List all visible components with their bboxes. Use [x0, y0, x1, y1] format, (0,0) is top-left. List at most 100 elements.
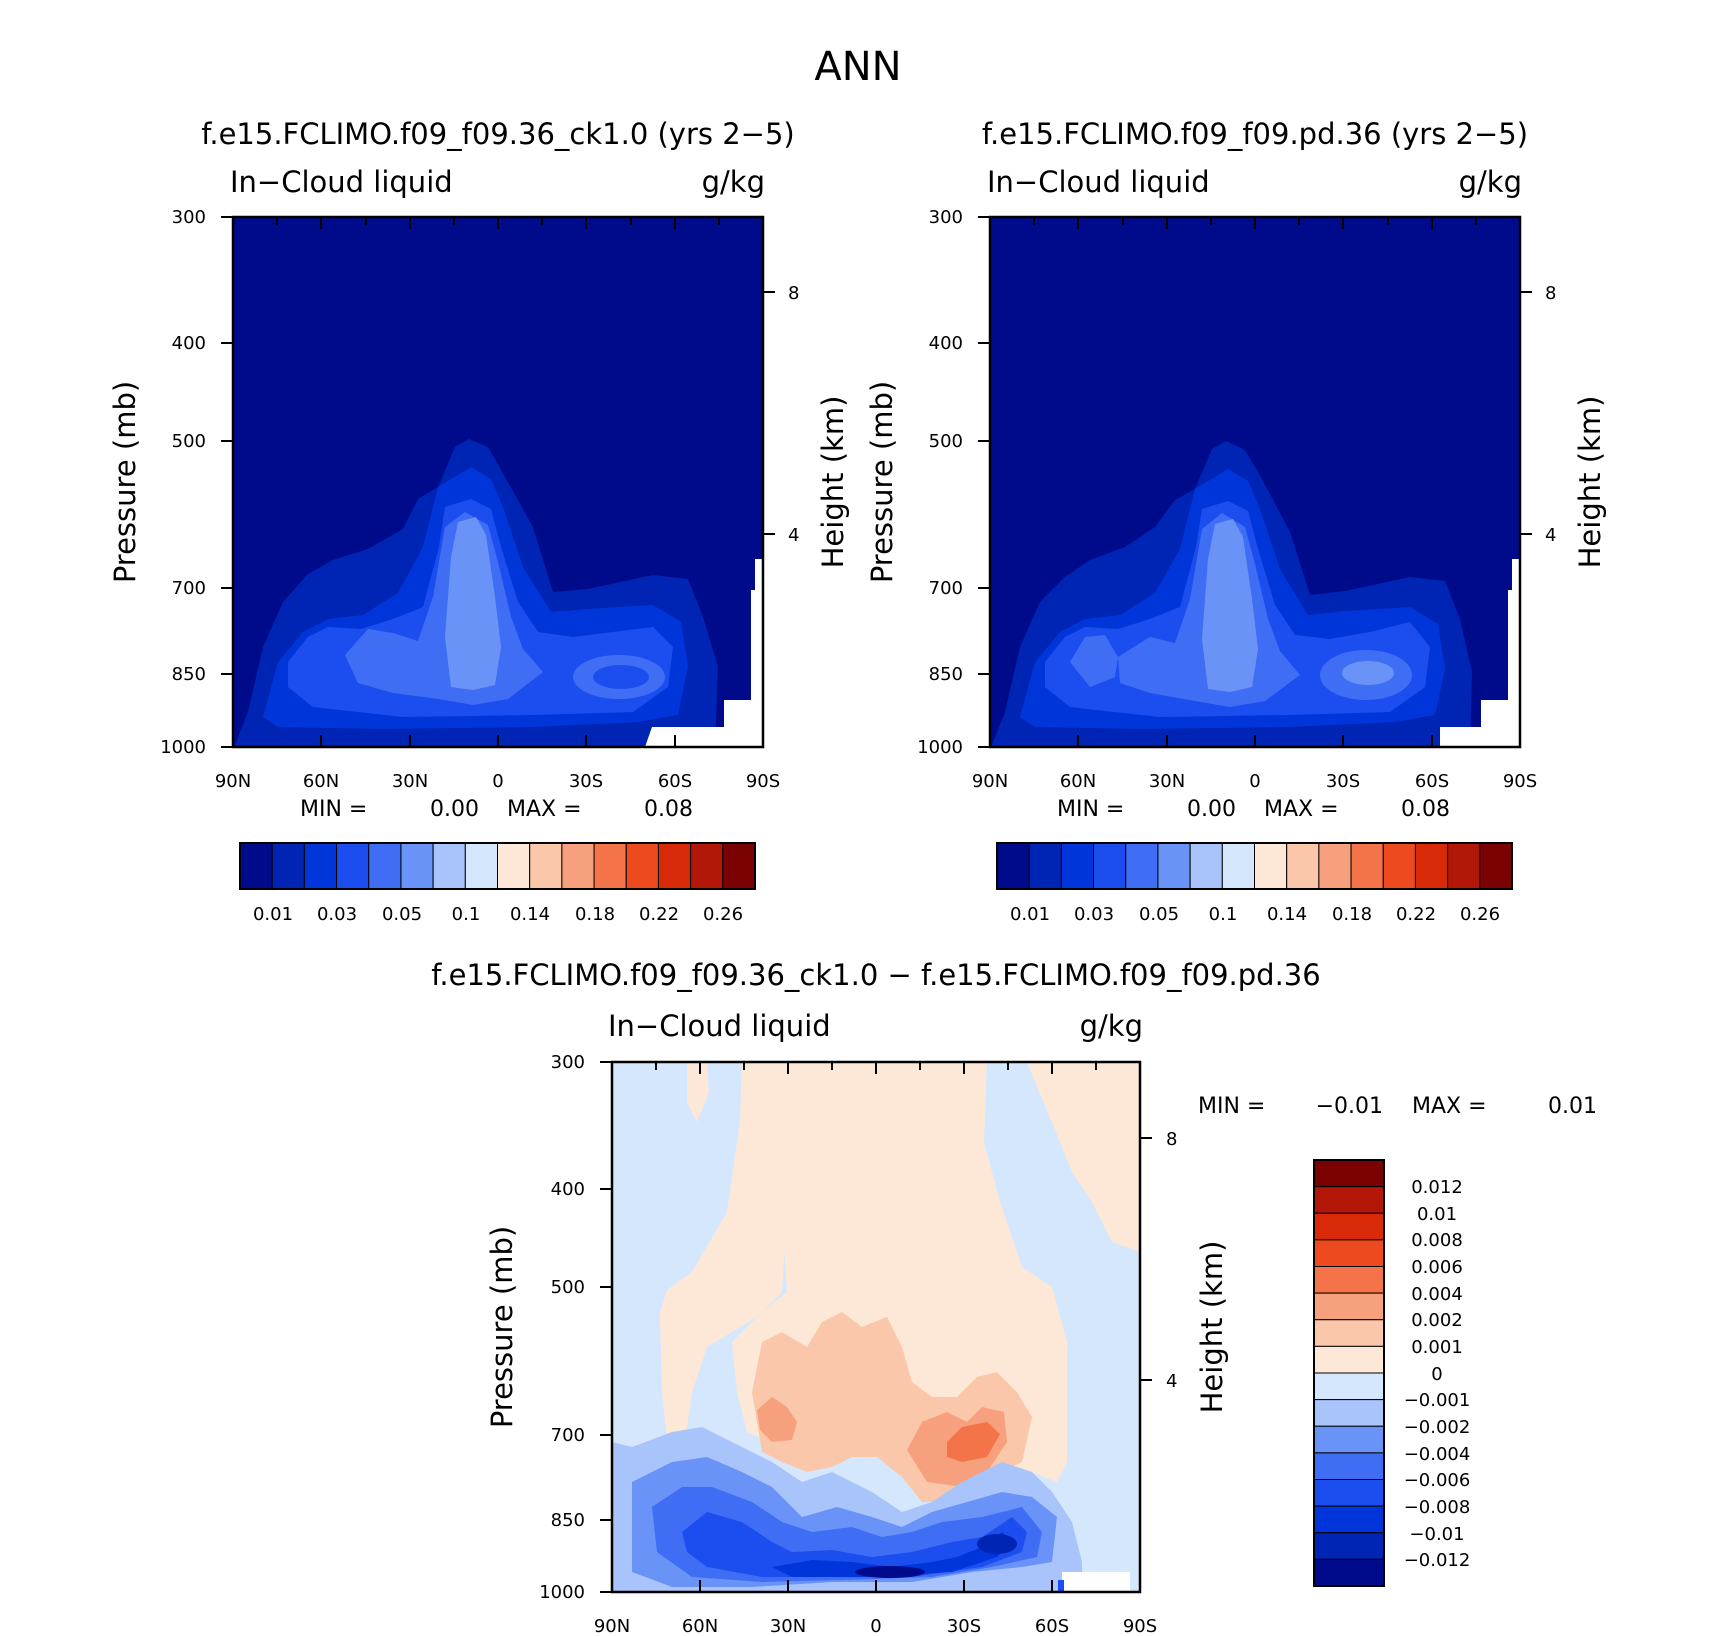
colorbar-tick-label: −0.004	[1404, 1444, 1471, 1465]
colorbar-tick-label: 0.26	[703, 904, 743, 925]
x-tick-labels: 90N 60N 30N 0 30S 60S 90S	[594, 1616, 1157, 1636]
colorbar-swatch	[1189, 842, 1223, 890]
height-tick-label: 4	[788, 525, 799, 546]
colorbar-frame	[996, 842, 1513, 890]
contour-negative-008	[772, 1532, 1012, 1577]
colorbar-frame	[1313, 1159, 1385, 1587]
colorbar-swatch	[1313, 1345, 1385, 1374]
colorbar-tick-label: −0.001	[1404, 1390, 1471, 1411]
panel-control: f.e15.FCLIMO.f09_f09.pd.36 (yrs 2−5) In−…	[865, 117, 1607, 925]
height-tick-label: 4	[1545, 525, 1556, 546]
contour-field	[233, 217, 763, 747]
colorbar-swatch	[432, 842, 466, 890]
contour-field	[612, 1062, 1140, 1592]
min-max-readout: MIN = 0.00 MAX = 0.08	[1057, 797, 1450, 822]
colorbar-tick-label: 0.03	[1074, 904, 1114, 925]
colorbar	[996, 842, 1513, 890]
y-axis-label: Pressure (mb)	[108, 381, 142, 583]
x-tick-label: 90S	[746, 771, 780, 792]
colorbar-swatch	[1313, 1532, 1385, 1560]
colorbar-tick-label: 0.002	[1411, 1310, 1463, 1331]
colorbar-tick-label: 0.1	[1209, 904, 1238, 925]
colorbar-swatch	[497, 842, 531, 890]
ticks	[978, 216, 1532, 748]
colorbar	[1313, 1159, 1385, 1587]
colorbar-tick-label: 0.22	[1396, 904, 1436, 925]
contour-field	[990, 217, 1520, 747]
colorbar-swatch	[593, 842, 627, 890]
min-label: MIN =	[1198, 1094, 1265, 1119]
variable-label: In−Cloud liquid	[987, 165, 1210, 199]
colorbar-swatch	[1313, 1186, 1385, 1214]
x-tick-label: 0	[1249, 771, 1260, 792]
colorbar-tick-label: 0.05	[1139, 904, 1179, 925]
missing-data	[1058, 1580, 1064, 1592]
x-tick-label: 30S	[569, 771, 603, 792]
y-tick-label: 850	[172, 664, 206, 685]
colorbar-swatch	[400, 842, 434, 890]
y-axis-right-label: Height (km)	[1195, 1241, 1229, 1414]
colorbar-swatch	[1313, 1319, 1385, 1347]
x-tick-label: 60N	[303, 771, 339, 792]
contour-negative-012	[855, 1566, 925, 1578]
x-tick-label: 60S	[1415, 771, 1449, 792]
colorbar-swatch	[1093, 842, 1127, 890]
colorbar-swatch	[1313, 1159, 1385, 1188]
y-tick-label: 500	[551, 1277, 585, 1298]
min-value: 0.00	[1187, 797, 1236, 822]
contour-negative-010	[977, 1534, 1017, 1554]
colorbar-swatch	[239, 842, 273, 890]
x-tick-label: 30N	[392, 771, 428, 792]
x-tick-label: 60N	[682, 1616, 718, 1636]
contour-level-004	[947, 1422, 1000, 1462]
panel-difference: f.e15.FCLIMO.f09_f09.36_ck1.0 − f.e15.FC…	[431, 958, 1597, 1636]
max-label: MAX =	[1412, 1094, 1487, 1119]
ticks	[600, 1061, 1152, 1593]
height-tick-label: 8	[1545, 283, 1556, 304]
units-label: g/kg	[1459, 165, 1522, 199]
colorbar-tick-label: 0	[1431, 1364, 1442, 1385]
colorbar-swatch	[271, 842, 305, 890]
figure-title: ANN	[814, 44, 901, 90]
colorbar-swatch	[1313, 1425, 1385, 1454]
colorbar-swatch	[625, 842, 659, 890]
x-tick-label: 60S	[658, 771, 692, 792]
colorbar-swatch	[1447, 842, 1481, 890]
min-label: MIN =	[1057, 797, 1124, 822]
missing-data	[1440, 559, 1520, 747]
colorbar-swatch	[1157, 842, 1191, 890]
colorbar-swatch	[1060, 842, 1095, 890]
x-tick-label: 30N	[1149, 771, 1185, 792]
panel-model: f.e15.FCLIMO.f09_f09.36_ck1.0 (yrs 2−5) …	[108, 117, 850, 925]
colorbar-swatch	[1313, 1505, 1385, 1534]
height-tick-label: 8	[788, 283, 799, 304]
colorbar-swatch	[1313, 1292, 1385, 1321]
height-tick-label: 8	[1166, 1129, 1177, 1150]
colorbar-tick-label: 0.18	[575, 904, 615, 925]
x-tick-label: 60S	[1035, 1616, 1069, 1636]
colorbar-swatch	[657, 842, 692, 890]
colorbar-tick-labels: 0.01 0.03 0.05 0.1 0.14 0.18 0.22 0.26	[253, 904, 743, 925]
y-tick-label: 300	[551, 1052, 585, 1073]
contour-level-6	[1342, 661, 1394, 685]
colorbar-tick-label: 0.001	[1411, 1337, 1463, 1358]
y-tick-label: 500	[172, 431, 206, 452]
colorbar-tick-label: −0.008	[1404, 1497, 1471, 1518]
colorbar-tick-label: 0.004	[1411, 1284, 1463, 1305]
y-tick-label: 400	[929, 333, 963, 354]
contour-level-002	[757, 1397, 1007, 1487]
height-tick-label: 4	[1166, 1371, 1177, 1392]
colorbar-tick-label: 0.012	[1411, 1177, 1463, 1198]
variable-label: In−Cloud liquid	[230, 165, 453, 199]
colorbar-swatch	[1313, 1266, 1385, 1294]
variable-label: In−Cloud liquid	[608, 1009, 831, 1043]
colorbar-tick-labels: 0.012 0.01 0.008 0.006 0.004 0.002 0.001…	[1404, 1177, 1471, 1571]
y-tick-label: 700	[551, 1425, 585, 1446]
y-tick-label: 500	[929, 431, 963, 452]
x-tick-label: 0	[870, 1616, 881, 1636]
colorbar-tick-label: 0.01	[1417, 1204, 1457, 1225]
colorbar-tick-label: 0.1	[452, 904, 481, 925]
max-label: MAX =	[1264, 797, 1339, 822]
x-tick-label: 30S	[947, 1616, 981, 1636]
y-axis-label: Pressure (mb)	[865, 381, 899, 583]
